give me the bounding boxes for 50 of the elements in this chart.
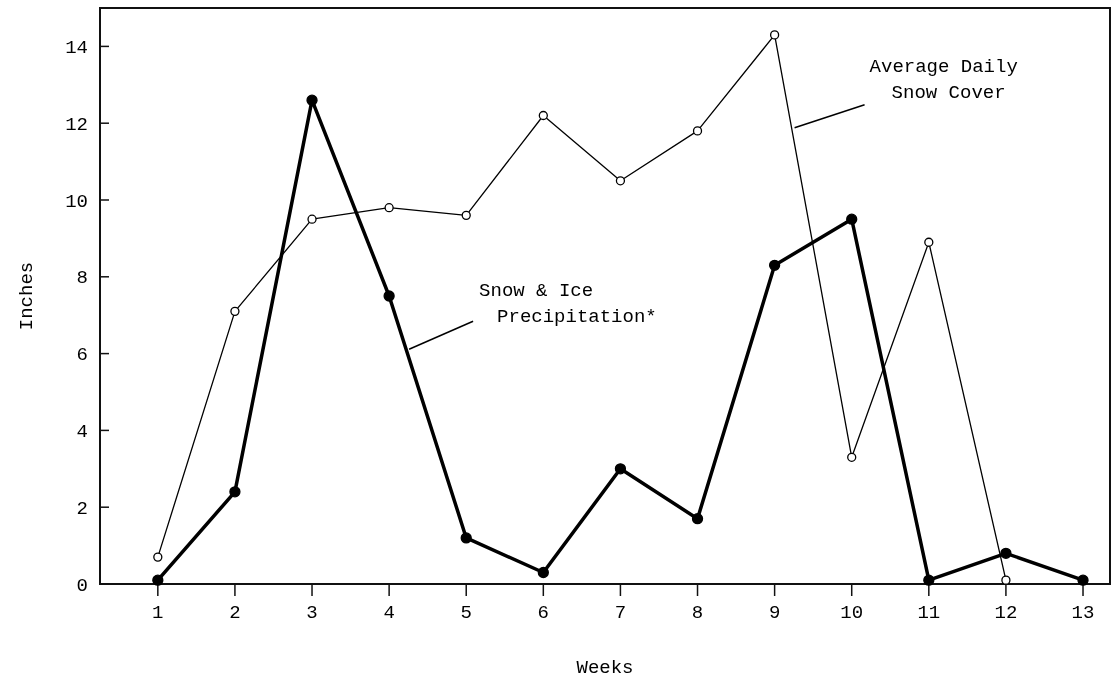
text: Average Daily Snow Cover: [869, 55, 1018, 104]
x-axis-title: Weeks: [576, 657, 634, 679]
x-tick-label: 11: [917, 602, 941, 624]
point: [230, 306, 240, 317]
x-tick-label: 10: [840, 602, 864, 624]
x-tick-label: 8: [691, 602, 704, 624]
point: [384, 203, 394, 213]
point: [152, 574, 164, 586]
point: [923, 574, 935, 586]
x-tick-label: 6: [537, 602, 550, 624]
y-tick-label: 0: [76, 574, 88, 597]
point: [769, 30, 780, 40]
point: [615, 176, 626, 186]
point: [537, 566, 549, 579]
point: [306, 94, 318, 106]
point: [461, 210, 471, 221]
y-tick-label: 10: [65, 190, 88, 213]
point: [1001, 575, 1011, 585]
y-tick-label: 6: [76, 344, 88, 367]
y-tick-label: 2: [76, 497, 88, 520]
text: Snow & Ice Precipitation*: [479, 280, 657, 329]
point: [229, 486, 241, 498]
point: [460, 532, 472, 544]
y-tick-label: 12: [65, 113, 88, 136]
point: [768, 259, 781, 271]
point: [1077, 574, 1089, 586]
point: [614, 463, 627, 475]
x-tick-label: 5: [460, 602, 472, 624]
x-tick-label: 12: [994, 602, 1018, 624]
x-tick-label: 4: [383, 602, 395, 624]
x-tick-label: 1: [152, 602, 164, 624]
point: [847, 452, 857, 462]
y-tick-label: 4: [76, 421, 88, 444]
y-axis-title: Inches: [16, 261, 38, 331]
y-tick-label: 14: [65, 37, 88, 60]
y-tick-label: 8: [76, 267, 88, 290]
x-tick-label: 13: [1071, 602, 1095, 624]
point: [691, 513, 704, 525]
point: [924, 237, 934, 247]
x-tick-label: 9: [768, 602, 781, 624]
point: [692, 126, 703, 136]
x-tick-label: 7: [614, 602, 627, 624]
x-tick-label: 3: [306, 602, 318, 624]
point: [538, 110, 548, 121]
x-tick-label: 2: [229, 602, 241, 624]
point: [1000, 547, 1012, 559]
point: [153, 552, 163, 562]
point: [846, 213, 858, 225]
point: [307, 214, 317, 224]
point: [383, 290, 395, 302]
